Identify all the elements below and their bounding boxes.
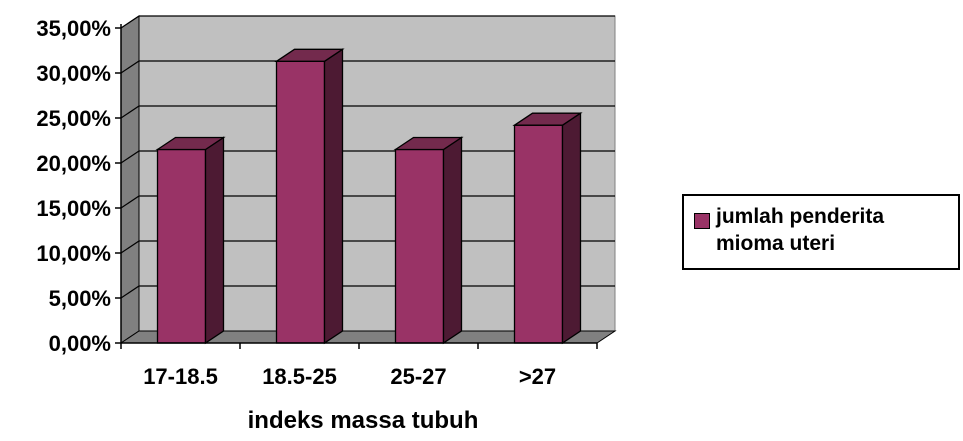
gridline [120, 15, 615, 29]
bar [393, 136, 464, 345]
x-tick-label: >27 [519, 364, 556, 389]
bar-front [156, 148, 207, 344]
y-tick-label: 0,00% [49, 331, 111, 356]
bar-side [561, 111, 582, 345]
bar-top [393, 136, 464, 151]
axes [115, 24, 598, 349]
y-tick-label: 5,00% [49, 286, 111, 311]
bar-front [275, 60, 326, 344]
y-tick-label: 25,00% [36, 106, 111, 131]
bars [155, 48, 583, 345]
y-tick-label: 30,00% [36, 61, 111, 86]
bar [274, 48, 345, 345]
y-tick-label: 20,00% [36, 151, 111, 176]
bar-front [513, 124, 564, 344]
bar-top [274, 48, 345, 62]
bar-side [442, 136, 463, 345]
bar-top [155, 136, 226, 151]
bar-side [204, 136, 225, 345]
legend-swatch [694, 213, 710, 229]
x-tick-labels: 17-18.5 18.5-25 25-27 >27 [143, 364, 556, 389]
x-tick-label: 17-18.5 [143, 364, 218, 389]
bar-front [394, 148, 445, 344]
y-tick-labels: 0,00% 5,00% 10,00% 15,00% 20,00% 25,00% 30,00%… [36, 16, 111, 356]
gridline [120, 105, 615, 119]
plot-side-wall [120, 15, 140, 344]
legend-label: jumlah penderita mioma uteri [716, 205, 885, 255]
y-tick-label: 35,00% [36, 16, 111, 41]
bar [155, 136, 226, 345]
y-tick-label: 15,00% [36, 196, 111, 221]
x-tick-label: 25-27 [390, 364, 446, 389]
legend: jumlah penderita mioma uteri [682, 194, 960, 270]
bar-side [323, 48, 344, 345]
bar-top [512, 112, 583, 126]
x-axis-title: indeks massa tubuh [248, 407, 479, 434]
gridline [120, 60, 615, 74]
bar [512, 111, 583, 345]
x-tick-label: 18.5-25 [262, 364, 337, 389]
y-tick-label: 10,00% [36, 241, 111, 266]
